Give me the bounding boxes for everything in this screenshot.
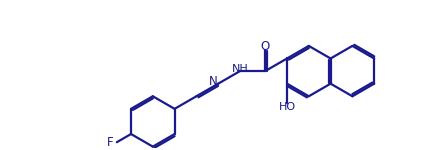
Text: NH: NH bbox=[232, 64, 249, 74]
Text: HO: HO bbox=[279, 102, 295, 112]
Text: O: O bbox=[261, 40, 270, 53]
Text: F: F bbox=[107, 136, 114, 149]
Text: N: N bbox=[209, 75, 218, 88]
